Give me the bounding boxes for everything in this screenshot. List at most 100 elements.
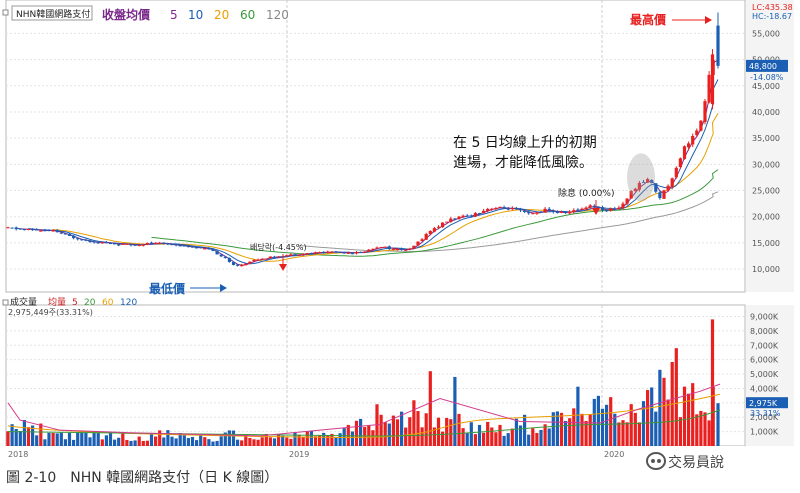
candle-body [240, 264, 244, 267]
candle-body [244, 263, 248, 266]
volume-bar [55, 433, 59, 446]
volume-bar [716, 403, 720, 446]
candle-body [18, 228, 22, 230]
volume-bar [174, 438, 178, 446]
volume-bar [412, 400, 416, 446]
volume-bar [18, 430, 22, 446]
volume-bar [617, 422, 621, 446]
ticker-label: NHN韓國網路支付 [16, 8, 90, 20]
candle-body [449, 218, 453, 223]
volume-bar [588, 414, 592, 446]
volume-bar [531, 428, 535, 446]
candle-body [309, 253, 313, 255]
volume-bar [10, 424, 14, 446]
price-tick-label: 55,000 [752, 29, 780, 38]
candle-body [494, 208, 498, 210]
volume-bar [334, 437, 338, 446]
candle-body [125, 243, 129, 245]
volume-bar [568, 418, 572, 446]
volume-bar [289, 438, 293, 446]
dividend-1-arrow-head [279, 264, 287, 271]
volume-bar [379, 414, 383, 446]
dividend-2-label: 除息 (0.00%) [558, 187, 614, 199]
volume-bar [88, 437, 92, 446]
candle-body [404, 249, 408, 251]
volume-bars [6, 319, 720, 446]
candle-body [695, 130, 699, 136]
volume-bar [195, 440, 199, 446]
volume-bar [72, 439, 76, 446]
candle-body [223, 256, 227, 259]
candle-body [174, 244, 178, 246]
candle-body [387, 246, 391, 250]
candle-body [564, 212, 568, 214]
candle-body [633, 188, 637, 191]
volume-bar [26, 427, 31, 446]
volume-bar [219, 436, 223, 446]
candle-body [605, 209, 609, 212]
volume-info: 2,975,449주(33.31%) [8, 308, 93, 317]
volume-bar [231, 430, 236, 446]
volume-tick-label: 5,000K [750, 370, 779, 379]
volume-bar [268, 437, 272, 446]
price-ma-line-60 [151, 169, 719, 257]
volume-bar [252, 439, 256, 446]
volume-bar [559, 412, 564, 446]
volume-bar [387, 423, 391, 446]
volume-bar [354, 420, 359, 446]
candle-body [707, 74, 711, 103]
candle-body [190, 246, 195, 248]
volume-bar [63, 439, 67, 446]
volume-bar [256, 439, 260, 446]
volume-bar [609, 397, 613, 446]
volume-bar [199, 435, 203, 446]
volume-bar [596, 395, 600, 446]
low-label: 最低價 [149, 281, 186, 296]
volume-bar [469, 422, 473, 446]
candle-body [465, 215, 469, 217]
candle-body [88, 240, 92, 243]
volume-tick-label: 8,000K [750, 327, 779, 336]
volume-bar [14, 429, 18, 446]
candle-body [162, 242, 166, 244]
candle-body [92, 241, 96, 243]
candle-body [67, 233, 72, 236]
volume-bar [691, 383, 695, 446]
volume-bar [436, 417, 441, 446]
candle-body [59, 232, 63, 234]
price-tick-label: 45,000 [752, 82, 780, 91]
candle-body [699, 120, 703, 131]
candle-body [14, 227, 18, 230]
candle-body [584, 207, 588, 210]
volume-bar [125, 439, 129, 446]
candle-body [272, 256, 277, 258]
dividend-2-arrow-head [592, 208, 600, 215]
volume-bar [584, 420, 588, 446]
volume-bar [92, 431, 96, 446]
candle-body [248, 261, 252, 264]
candle-body [617, 207, 621, 210]
candle-body [35, 229, 39, 231]
highlight-ellipse [627, 153, 655, 202]
candle-body [543, 208, 547, 213]
candle-body [39, 230, 43, 232]
volume-bar [244, 434, 248, 446]
candle-body [100, 242, 104, 244]
volume-bar [80, 432, 84, 446]
candle-body [490, 208, 494, 210]
volume-bar [449, 419, 453, 446]
candle-body [256, 259, 260, 261]
volume-bar [428, 371, 432, 446]
price-tick-label: 10,000 [752, 265, 780, 274]
price-tick-label: 40,000 [752, 108, 780, 117]
volume-bar [658, 369, 662, 446]
candle-body [654, 183, 658, 192]
candle-body [236, 264, 240, 266]
volume-bar [486, 421, 490, 446]
volume-bar [264, 433, 268, 446]
volume-bar [646, 390, 650, 446]
candle-body [207, 247, 211, 250]
volume-bar [457, 413, 461, 446]
last-price-label: 48,800 [749, 62, 777, 71]
